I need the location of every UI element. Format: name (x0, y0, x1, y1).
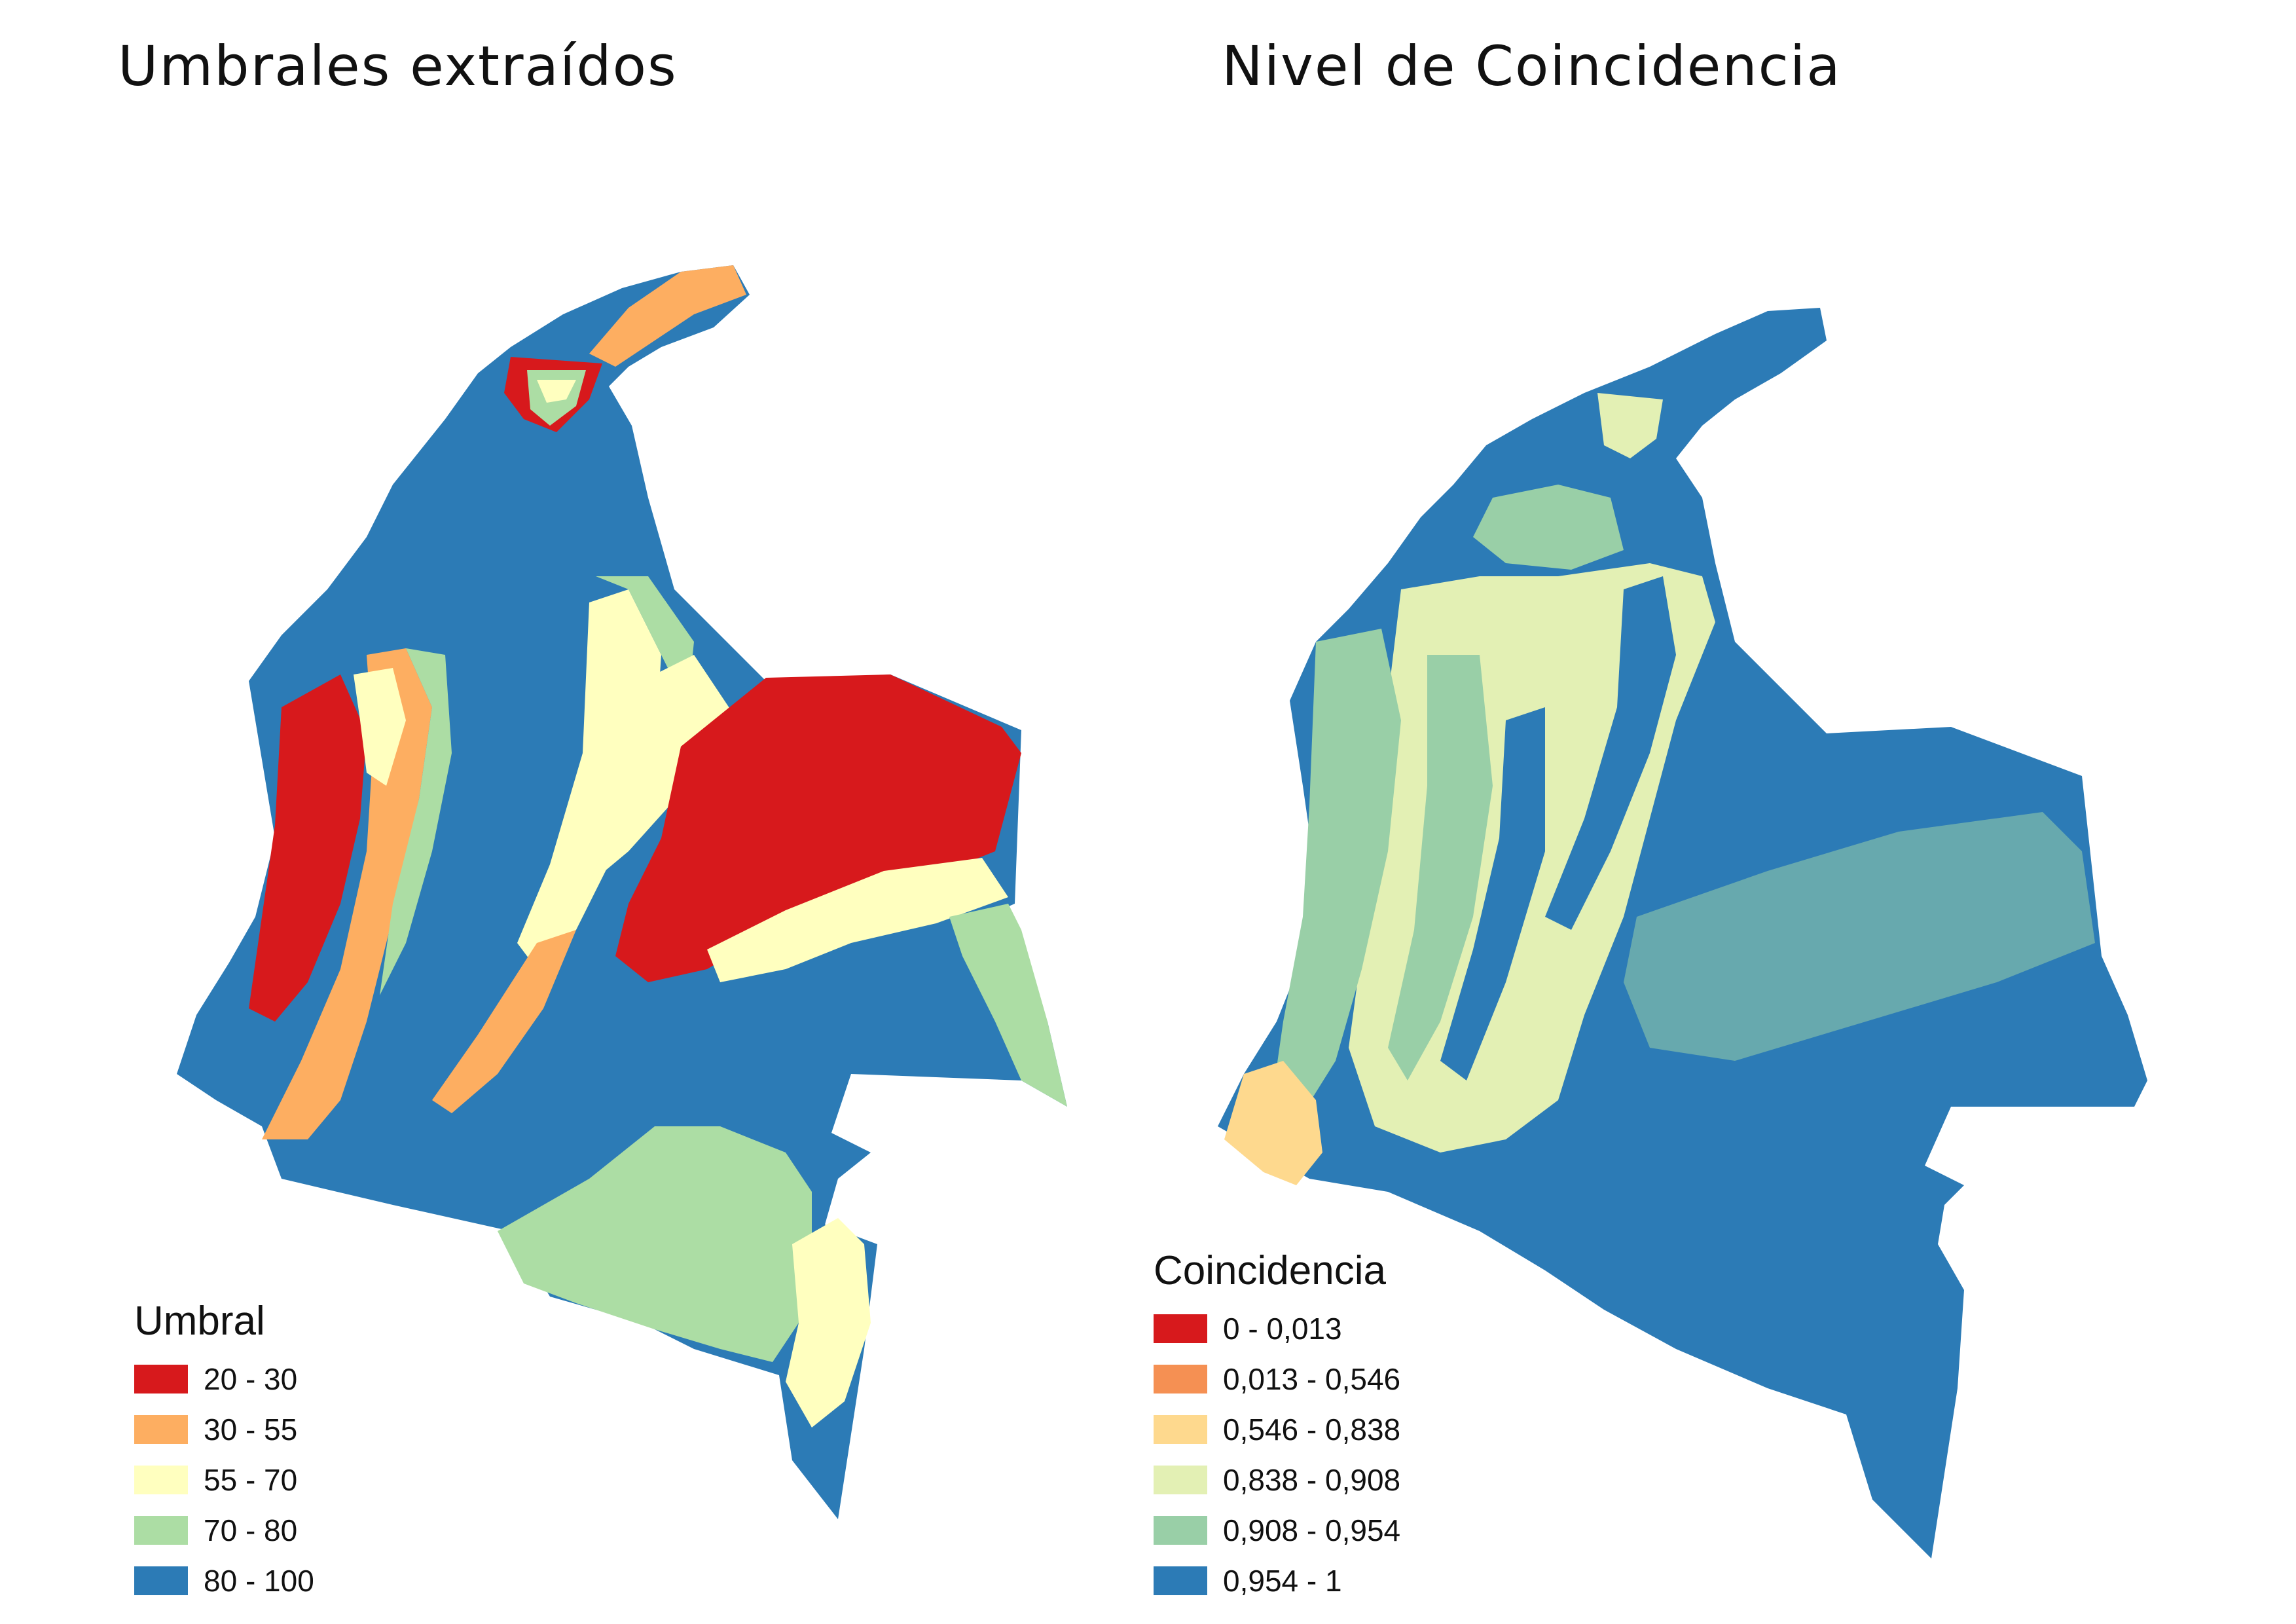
left-map-east-green (949, 904, 1067, 1107)
left-map-colombia (177, 265, 1067, 1519)
legend-coincidencia-item: 0,013 - 0,546 (1154, 1354, 1400, 1404)
left-map-west-yellow (354, 668, 406, 786)
legend-umbral-item: 80 - 100 (134, 1555, 314, 1606)
legend-swatch (1154, 1364, 1207, 1393)
legend-label: 0 - 0,013 (1223, 1311, 1342, 1346)
legend-swatch (134, 1414, 188, 1444)
left-map-llanos-red (615, 674, 1021, 982)
legend-label: 80 - 100 (204, 1563, 314, 1598)
legend-label: 30 - 55 (204, 1412, 298, 1447)
legend-label: 70 - 80 (204, 1513, 298, 1547)
legend-swatch (134, 1465, 188, 1494)
legend-label: 55 - 70 (204, 1462, 298, 1497)
right-map-west-mint (1270, 629, 1401, 1113)
right-map-andes-mint (1388, 655, 1493, 1080)
left-map-pacific-red (249, 674, 367, 1022)
legend-umbral-item: 55 - 70 (134, 1454, 314, 1505)
right-map-sierra-pale (1597, 393, 1663, 458)
left-map-east-cordillera-yellow (589, 655, 733, 884)
right-map-colombia (1218, 308, 2147, 1559)
legend-coincidencia-item: 0 - 0,013 (1154, 1303, 1400, 1354)
legend-label: 0,838 - 0,908 (1223, 1462, 1401, 1497)
legend-coincidencia-item: 0,908 - 0,954 (1154, 1505, 1400, 1555)
right-map-llanos-mint (1624, 812, 2095, 1061)
legend-coincidencia-item: 0,546 - 0,838 (1154, 1404, 1400, 1454)
left-map-guajira-orange (589, 265, 746, 367)
legend-label: 0,908 - 0,954 (1223, 1513, 1401, 1547)
legend-swatch (134, 1566, 188, 1595)
left-map-central-green (596, 576, 694, 707)
legend-swatch (1154, 1566, 1207, 1595)
legend-umbral: Umbral 20 - 30 30 - 55 55 - 70 70 - 80 8… (134, 1298, 314, 1606)
right-map-cauca-blue (1440, 707, 1545, 1080)
left-map-base-region (177, 265, 1067, 1519)
legend-coincidencia-title: Coincidencia (1154, 1248, 1386, 1293)
legend-umbral-item: 70 - 80 (134, 1505, 314, 1555)
left-map-llanos-yellow (707, 858, 1008, 982)
legend-swatch (134, 1515, 188, 1545)
legend-swatch (134, 1364, 188, 1393)
left-map-title: Umbrales extraídos (118, 34, 678, 98)
left-map-central-yellow (517, 589, 661, 969)
legend-umbral-item: 30 - 55 (134, 1404, 314, 1454)
legend-swatch (1154, 1465, 1207, 1494)
left-map-west-cordillera-green (380, 648, 452, 995)
legend-umbral-title: Umbral (134, 1299, 265, 1344)
left-map-central-orange (432, 930, 576, 1113)
left-map-amazon-yellow (786, 1218, 871, 1428)
legend-coincidencia-item: 0,838 - 0,908 (1154, 1454, 1400, 1505)
legend-swatch (1154, 1314, 1207, 1343)
legend-swatch (1154, 1515, 1207, 1545)
legend-umbral-item: 20 - 30 (134, 1354, 314, 1404)
legend-label: 0,954 - 1 (1223, 1563, 1342, 1598)
legend-coincidencia-item: 0,954 - 1 (1154, 1555, 1400, 1606)
right-map-nariño-peach (1224, 1061, 1322, 1185)
right-map-north-mint (1473, 485, 1624, 570)
legend-label: 20 - 30 (204, 1361, 298, 1396)
right-map-title: Nivel de Coincidencia (1222, 34, 1842, 98)
right-map-magdalena-blue (1545, 576, 1676, 930)
legend-label: 0,546 - 0,838 (1223, 1412, 1401, 1447)
left-map-sierra-yellow (537, 380, 576, 403)
legend-swatch (1154, 1414, 1207, 1444)
left-map-amazon-green (498, 1126, 812, 1362)
legend-label: 0,013 - 0,546 (1223, 1361, 1401, 1396)
legend-coincidencia: Coincidencia 0 - 0,013 0,013 - 0,546 0,5… (1154, 1247, 1400, 1606)
